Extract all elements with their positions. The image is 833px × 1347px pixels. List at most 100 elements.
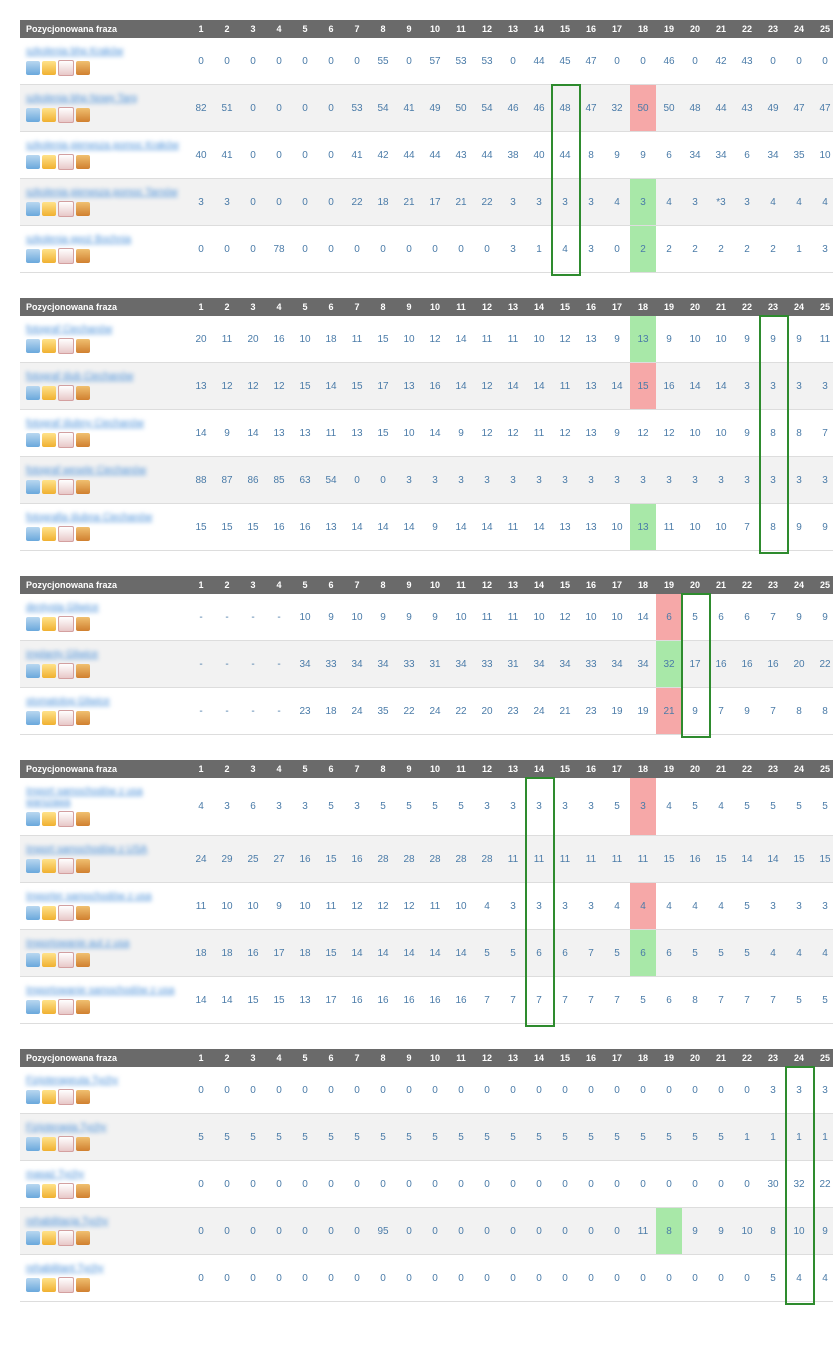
chart-icon[interactable]	[76, 812, 90, 826]
notes-icon[interactable]	[58, 338, 74, 354]
notes-icon[interactable]	[58, 952, 74, 968]
notes-icon[interactable]	[58, 60, 74, 76]
edit-icon[interactable]	[42, 1000, 56, 1014]
phrase-link[interactable]: dentysta Gliwice	[26, 602, 99, 613]
phrase-link[interactable]: Import samochodów z USA	[26, 844, 147, 855]
edit-icon[interactable]	[42, 1231, 56, 1245]
chart-icon[interactable]	[76, 906, 90, 920]
notes-icon[interactable]	[58, 1230, 74, 1246]
edit-icon[interactable]	[42, 664, 56, 678]
edit-icon[interactable]	[42, 859, 56, 873]
refresh-icon[interactable]	[26, 433, 40, 447]
refresh-icon[interactable]	[26, 812, 40, 826]
phrase-link[interactable]: fotograf ślub Ciechanów	[26, 371, 133, 382]
chart-icon[interactable]	[76, 1231, 90, 1245]
notes-icon[interactable]	[58, 479, 74, 495]
refresh-icon[interactable]	[26, 1184, 40, 1198]
edit-icon[interactable]	[42, 1184, 56, 1198]
edit-icon[interactable]	[42, 1090, 56, 1104]
notes-icon[interactable]	[58, 1089, 74, 1105]
phrase-link[interactable]: fotograf ślubny Ciechanów	[26, 418, 144, 429]
chart-icon[interactable]	[76, 1184, 90, 1198]
chart-icon[interactable]	[76, 339, 90, 353]
chart-icon[interactable]	[76, 202, 90, 216]
notes-icon[interactable]	[58, 432, 74, 448]
edit-icon[interactable]	[42, 812, 56, 826]
phrase-link[interactable]: szkolenia bhp Kraków	[26, 46, 123, 57]
edit-icon[interactable]	[42, 108, 56, 122]
refresh-icon[interactable]	[26, 617, 40, 631]
phrase-link[interactable]: Importowanie samochodów z usa	[26, 985, 174, 996]
refresh-icon[interactable]	[26, 711, 40, 725]
refresh-icon[interactable]	[26, 202, 40, 216]
notes-icon[interactable]	[58, 663, 74, 679]
notes-icon[interactable]	[58, 1136, 74, 1152]
edit-icon[interactable]	[42, 953, 56, 967]
refresh-icon[interactable]	[26, 155, 40, 169]
refresh-icon[interactable]	[26, 386, 40, 400]
phrase-link[interactable]: fotografia ślubna Ciechanów	[26, 512, 152, 523]
notes-icon[interactable]	[58, 999, 74, 1015]
phrase-link[interactable]: fotograf wesele Ciechanów	[26, 465, 146, 476]
edit-icon[interactable]	[42, 711, 56, 725]
notes-icon[interactable]	[58, 526, 74, 542]
chart-icon[interactable]	[76, 386, 90, 400]
edit-icon[interactable]	[42, 249, 56, 263]
notes-icon[interactable]	[58, 811, 74, 827]
notes-icon[interactable]	[58, 248, 74, 264]
chart-icon[interactable]	[76, 527, 90, 541]
chart-icon[interactable]	[76, 108, 90, 122]
chart-icon[interactable]	[76, 1000, 90, 1014]
refresh-icon[interactable]	[26, 108, 40, 122]
edit-icon[interactable]	[42, 155, 56, 169]
notes-icon[interactable]	[58, 201, 74, 217]
notes-icon[interactable]	[58, 1183, 74, 1199]
chart-icon[interactable]	[76, 859, 90, 873]
refresh-icon[interactable]	[26, 1278, 40, 1292]
refresh-icon[interactable]	[26, 61, 40, 75]
phrase-link[interactable]: szkolenia pierwsza pomoc Tarnów	[26, 187, 178, 198]
chart-icon[interactable]	[76, 1278, 90, 1292]
chart-icon[interactable]	[76, 1090, 90, 1104]
notes-icon[interactable]	[58, 616, 74, 632]
refresh-icon[interactable]	[26, 480, 40, 494]
edit-icon[interactable]	[42, 617, 56, 631]
chart-icon[interactable]	[76, 1137, 90, 1151]
phrase-link[interactable]: Importowanie aut z usa	[26, 938, 129, 949]
notes-icon[interactable]	[58, 905, 74, 921]
refresh-icon[interactable]	[26, 527, 40, 541]
chart-icon[interactable]	[76, 249, 90, 263]
edit-icon[interactable]	[42, 527, 56, 541]
edit-icon[interactable]	[42, 906, 56, 920]
refresh-icon[interactable]	[26, 1090, 40, 1104]
refresh-icon[interactable]	[26, 339, 40, 353]
chart-icon[interactable]	[76, 953, 90, 967]
refresh-icon[interactable]	[26, 1000, 40, 1014]
refresh-icon[interactable]	[26, 859, 40, 873]
phrase-link[interactable]: masaż Tychy	[26, 1169, 84, 1180]
refresh-icon[interactable]	[26, 664, 40, 678]
phrase-link[interactable]: implanty Gliwice	[26, 649, 98, 660]
phrase-link[interactable]: szkolenia bhp Nowy Targ	[26, 93, 137, 104]
chart-icon[interactable]	[76, 61, 90, 75]
refresh-icon[interactable]	[26, 1137, 40, 1151]
edit-icon[interactable]	[42, 1137, 56, 1151]
refresh-icon[interactable]	[26, 906, 40, 920]
chart-icon[interactable]	[76, 711, 90, 725]
phrase-link[interactable]: rehabilitant Tychy	[26, 1263, 104, 1274]
refresh-icon[interactable]	[26, 953, 40, 967]
edit-icon[interactable]	[42, 433, 56, 447]
edit-icon[interactable]	[42, 339, 56, 353]
phrase-link[interactable]: fotograf Ciechanów	[26, 324, 112, 335]
phrase-link[interactable]: szkolenia pierwsza pomoc Kraków	[26, 140, 179, 151]
refresh-icon[interactable]	[26, 249, 40, 263]
chart-icon[interactable]	[76, 664, 90, 678]
phrase-link[interactable]: szkolenia ppoż Bochnia	[26, 234, 131, 245]
edit-icon[interactable]	[42, 1278, 56, 1292]
edit-icon[interactable]	[42, 61, 56, 75]
notes-icon[interactable]	[58, 1277, 74, 1293]
notes-icon[interactable]	[58, 385, 74, 401]
notes-icon[interactable]	[58, 858, 74, 874]
edit-icon[interactable]	[42, 480, 56, 494]
chart-icon[interactable]	[76, 617, 90, 631]
